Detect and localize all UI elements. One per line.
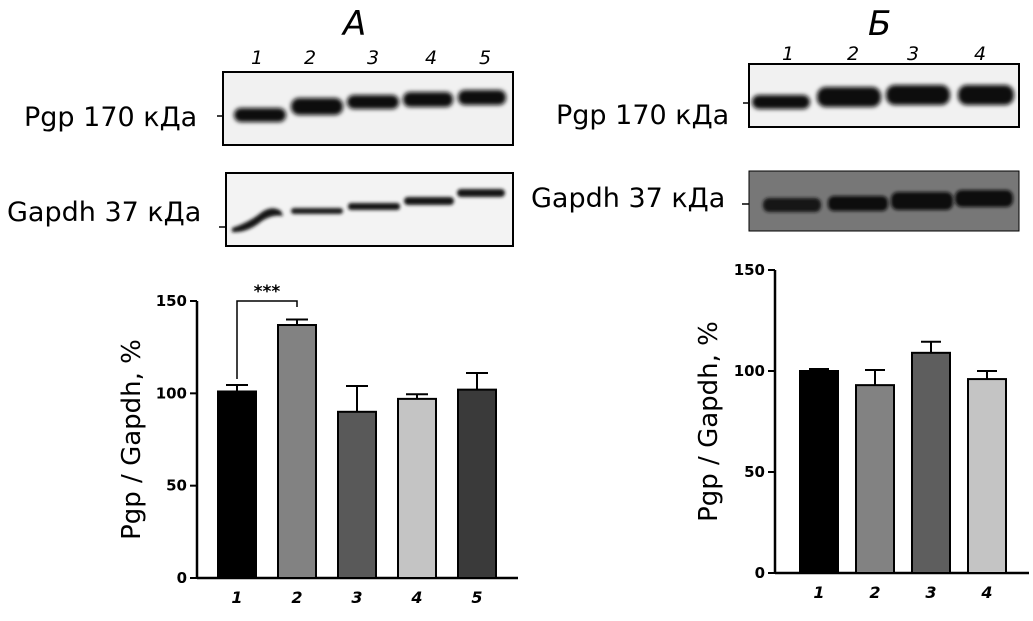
- band: [347, 95, 399, 109]
- y-axis-label: Pgp / Gapdh, %: [694, 321, 724, 522]
- blot-label-pgp-b: Pgp 170 кДа: [556, 100, 730, 131]
- y-tick-label: 100: [734, 362, 765, 380]
- band: [958, 85, 1014, 105]
- band: [234, 108, 286, 122]
- band: [404, 197, 454, 205]
- band: [291, 208, 343, 214]
- blot-label-pgp-a: Pgp 170 кДа: [24, 102, 198, 133]
- bar: [855, 384, 895, 574]
- lane-number: 1: [251, 47, 264, 69]
- band: [763, 198, 821, 212]
- y-tick-label: 150: [734, 261, 765, 279]
- x-tick-label: 5: [471, 588, 482, 607]
- band: [955, 190, 1013, 207]
- significance-label: ***: [254, 282, 281, 302]
- blot-label-gapdh-a: Gapdh 37 кДа: [7, 197, 202, 228]
- panel-b-letter: Б: [868, 4, 892, 44]
- bar: [277, 324, 317, 579]
- x-tick-label: 3: [351, 588, 362, 607]
- y-tick-label: 50: [166, 477, 187, 495]
- x-tick-label: 2: [291, 588, 302, 607]
- chart-b: 0 50 100 150 1 2 3 4 Pgp / Gapdh, %: [694, 261, 1029, 602]
- y-tick-label: 50: [744, 463, 765, 481]
- bar: [337, 410, 377, 579]
- band: [828, 196, 888, 211]
- band: [891, 192, 953, 210]
- band: [752, 95, 810, 109]
- x-tick-label: 1: [813, 583, 824, 602]
- blot-a-pgp: [217, 71, 514, 146]
- lane-number: 2: [847, 43, 860, 65]
- lane-number: 3: [367, 47, 380, 69]
- x-tick-label: 4: [410, 588, 422, 607]
- bar: [397, 397, 437, 579]
- lane-number: 4: [425, 47, 438, 69]
- band: [886, 85, 950, 105]
- bar: [911, 351, 951, 574]
- x-tick-label: 4: [980, 583, 992, 602]
- lane-number: 3: [907, 43, 920, 65]
- bar: [217, 390, 257, 579]
- y-tick-label: 0: [755, 564, 765, 582]
- bar: [457, 388, 497, 579]
- y-tick-label: 150: [156, 292, 187, 310]
- band: [291, 98, 343, 115]
- blot-a-gapdh: [219, 172, 514, 247]
- x-tick-label: 3: [925, 583, 936, 602]
- band: [403, 92, 453, 107]
- x-tick-label: 1: [231, 588, 242, 607]
- blot-b-pgp: [743, 63, 1020, 128]
- lane-number: 5: [479, 47, 492, 69]
- lane-number: 4: [974, 43, 987, 65]
- y-tick-label: 100: [156, 384, 187, 402]
- band: [232, 208, 283, 233]
- bar: [799, 370, 839, 574]
- lane-number: 2: [304, 47, 317, 69]
- band: [457, 189, 505, 197]
- blot-label-gapdh-b: Gapdh 37 кДа: [531, 183, 726, 214]
- x-tick-label: 2: [869, 583, 880, 602]
- band: [817, 87, 881, 107]
- blot-b-gapdh: [742, 170, 1020, 232]
- band: [348, 203, 400, 210]
- chart-a: 0 50 100 150 1 2 3 4 5 Pgp / Gapdh, % ***: [117, 282, 518, 607]
- y-axis-label: Pgp / Gapdh, %: [117, 339, 147, 540]
- lane-number: 1: [782, 43, 795, 65]
- bar: [967, 378, 1007, 574]
- panel-a-letter: А: [343, 4, 367, 44]
- band: [458, 90, 506, 105]
- y-tick-label: 0: [177, 569, 187, 587]
- significance-bracket: [236, 300, 298, 380]
